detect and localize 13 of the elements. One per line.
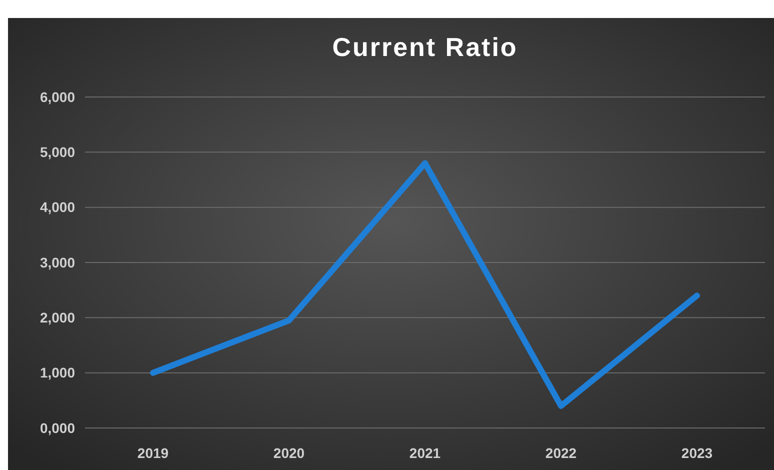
y-tick-label: 4,000 bbox=[40, 199, 76, 216]
chart-title: Current Ratio bbox=[332, 32, 518, 62]
x-tick-label: 2021 bbox=[409, 445, 441, 461]
y-tick-label: 2,000 bbox=[40, 310, 76, 326]
y-tick-label: 1,000 bbox=[40, 364, 76, 381]
x-tick-label: 2023 bbox=[681, 445, 713, 461]
y-tick-label: 5,000 bbox=[40, 144, 76, 160]
x-tick-label: 2020 bbox=[273, 445, 305, 461]
y-tick-label: 3,000 bbox=[40, 254, 76, 270]
y-tick-label: 0,000 bbox=[40, 420, 76, 436]
y-tick-label: 6,000 bbox=[40, 88, 76, 105]
x-tick-label: 2019 bbox=[137, 445, 169, 461]
x-tick-label: 2022 bbox=[545, 445, 577, 461]
